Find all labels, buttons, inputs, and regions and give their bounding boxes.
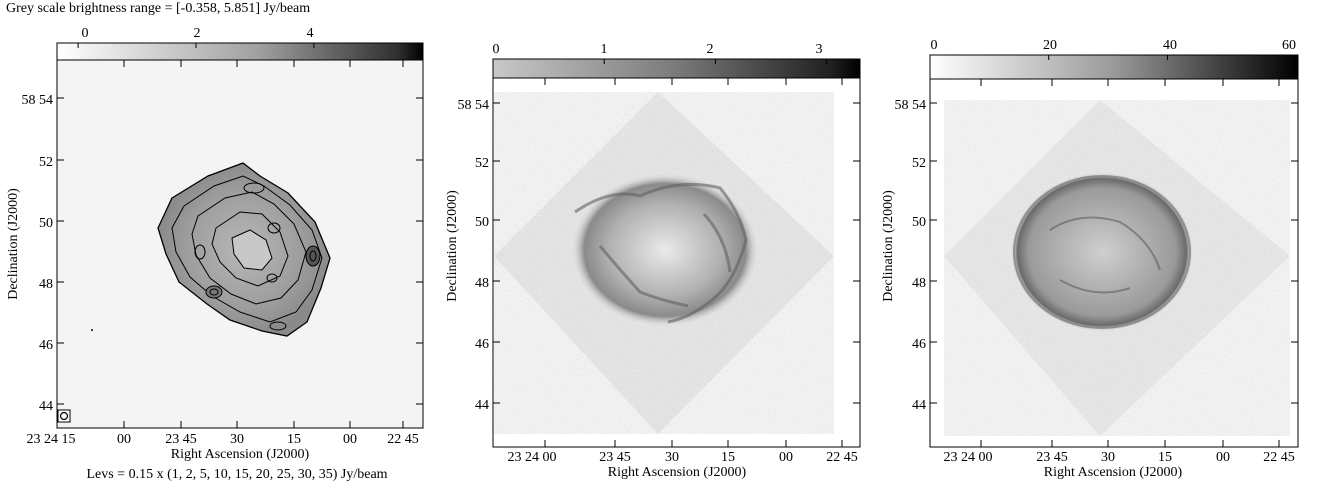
y-ticklabels-radio: 58 54 52 50 48 46 44	[22, 93, 54, 414]
x-ticklabel: 15	[721, 450, 735, 465]
colorbar-ticklabels-radio: 0 2 4	[82, 26, 314, 41]
x-ticklabel: 23 24 00	[508, 450, 557, 465]
y-ticklabel: 52	[912, 156, 926, 171]
axis-ticks-radio	[56, 43, 423, 428]
x-ticklabel: 22 45	[1263, 450, 1295, 465]
x-ticklabel: 23 45	[599, 450, 631, 465]
colorbar-ticklabel: 40	[1163, 38, 1177, 53]
y-ticklabel: 50	[39, 216, 53, 231]
y-ticklabel: 50	[912, 215, 926, 230]
x-ticklabels-xray-2: 23 24 00 23 45 30 15 00 22 45	[944, 450, 1295, 465]
y-ticklabel: 44	[39, 399, 53, 414]
y-axis-label-xray-2: Declination (J2000)	[881, 190, 896, 302]
y-ticklabel: 46	[475, 337, 489, 352]
y-ticklabel: 46	[39, 338, 53, 353]
y-ticklabels-xray-1: 58 54 52 50 48 46 44	[458, 98, 490, 413]
y-axis-label-xray-1: Declination (J2000)	[445, 190, 460, 302]
y-ticklabel: 52	[39, 155, 53, 170]
panel-xray-1	[492, 58, 861, 448]
colorbar-ticklabel: 4	[307, 26, 314, 41]
y-ticklabel: 48	[912, 276, 926, 291]
colorbar-xray-1	[492, 58, 861, 79]
colorbar-ticklabel: 0	[493, 42, 500, 57]
x-ticklabel: 15	[1158, 450, 1172, 465]
x-ticklabel: 23 45	[165, 432, 197, 447]
y-ticklabels-xray-2: 58 54 52 50 48 46 44	[895, 98, 927, 413]
panel-xray-2	[929, 54, 1299, 448]
x-axis-label-radio: Right Ascension (J2000)	[171, 447, 310, 462]
y-ticklabel: 44	[912, 398, 926, 413]
x-ticklabel: 30	[1101, 450, 1115, 465]
colorbar-radio	[56, 42, 424, 61]
x-ticklabel: 22 45	[387, 432, 419, 447]
colorbar-ticklabels-xray-1: 0 1 2 3	[493, 42, 823, 57]
x-axis-label-xray-1: Right Ascension (J2000)	[608, 465, 747, 480]
y-ticklabel: 44	[475, 398, 489, 413]
colorbar-ticklabel: 2	[194, 26, 201, 41]
x-ticklabel: 23 45	[1036, 450, 1068, 465]
x-ticklabel: 23 24 00	[944, 450, 993, 465]
y-axis-label-radio: Declination (J2000)	[6, 188, 21, 300]
x-ticklabel: 23 24 15	[27, 432, 76, 447]
footnote-levels: Levs = 0.15 x (1, 2, 5, 10, 15, 20, 25, …	[86, 467, 387, 482]
y-ticklabel: 58 54	[895, 98, 927, 113]
snr-image-xray-2	[944, 100, 1290, 436]
y-ticklabel: 52	[475, 156, 489, 171]
y-ticklabel: 46	[912, 337, 926, 352]
x-ticklabel: 15	[287, 432, 301, 447]
colorbar-ticklabel: 60	[1282, 38, 1296, 53]
x-ticklabel: 22 45	[826, 450, 858, 465]
figure-title: Grey scale brightness range = [-0.358, 5…	[6, 1, 310, 16]
x-ticklabel: 00	[343, 432, 357, 447]
x-ticklabel: 30	[230, 432, 244, 447]
axis-ticks-xray-1	[492, 59, 860, 447]
colorbar-ticklabel: 0	[931, 38, 938, 53]
colorbar-xray-2	[929, 54, 1299, 80]
x-ticklabels-radio: 23 24 15 00 23 45 30 15 00 22 45	[27, 432, 419, 447]
x-ticklabel: 00	[1216, 450, 1230, 465]
snr-image-radio	[91, 162, 331, 337]
beam-marker	[57, 409, 71, 423]
y-ticklabel: 48	[475, 276, 489, 291]
y-ticklabel: 58 54	[458, 98, 490, 113]
panel-radio	[56, 42, 424, 429]
snr-image-xray-1	[494, 92, 834, 434]
colorbar-ticklabel: 0	[82, 26, 89, 41]
x-ticklabel: 00	[117, 432, 131, 447]
colorbar-ticklabel: 3	[816, 42, 823, 57]
axis-ticks-xray-2	[929, 55, 1298, 447]
y-ticklabel: 58 54	[22, 93, 54, 108]
x-ticklabel: 30	[665, 450, 679, 465]
colorbar-ticklabel: 1	[601, 42, 608, 57]
colorbar-ticklabels-xray-2: 0 20 40 60	[931, 38, 1297, 53]
x-ticklabel: 00	[779, 450, 793, 465]
colorbar-ticklabel: 20	[1043, 38, 1057, 53]
x-ticklabels-xray-1: 23 24 00 23 45 30 15 00 22 45	[508, 450, 858, 465]
x-axis-label-xray-2: Right Ascension (J2000)	[1044, 465, 1183, 480]
y-ticklabel: 48	[39, 277, 53, 292]
y-ticklabel: 50	[475, 215, 489, 230]
colorbar-ticklabel: 2	[707, 42, 714, 57]
